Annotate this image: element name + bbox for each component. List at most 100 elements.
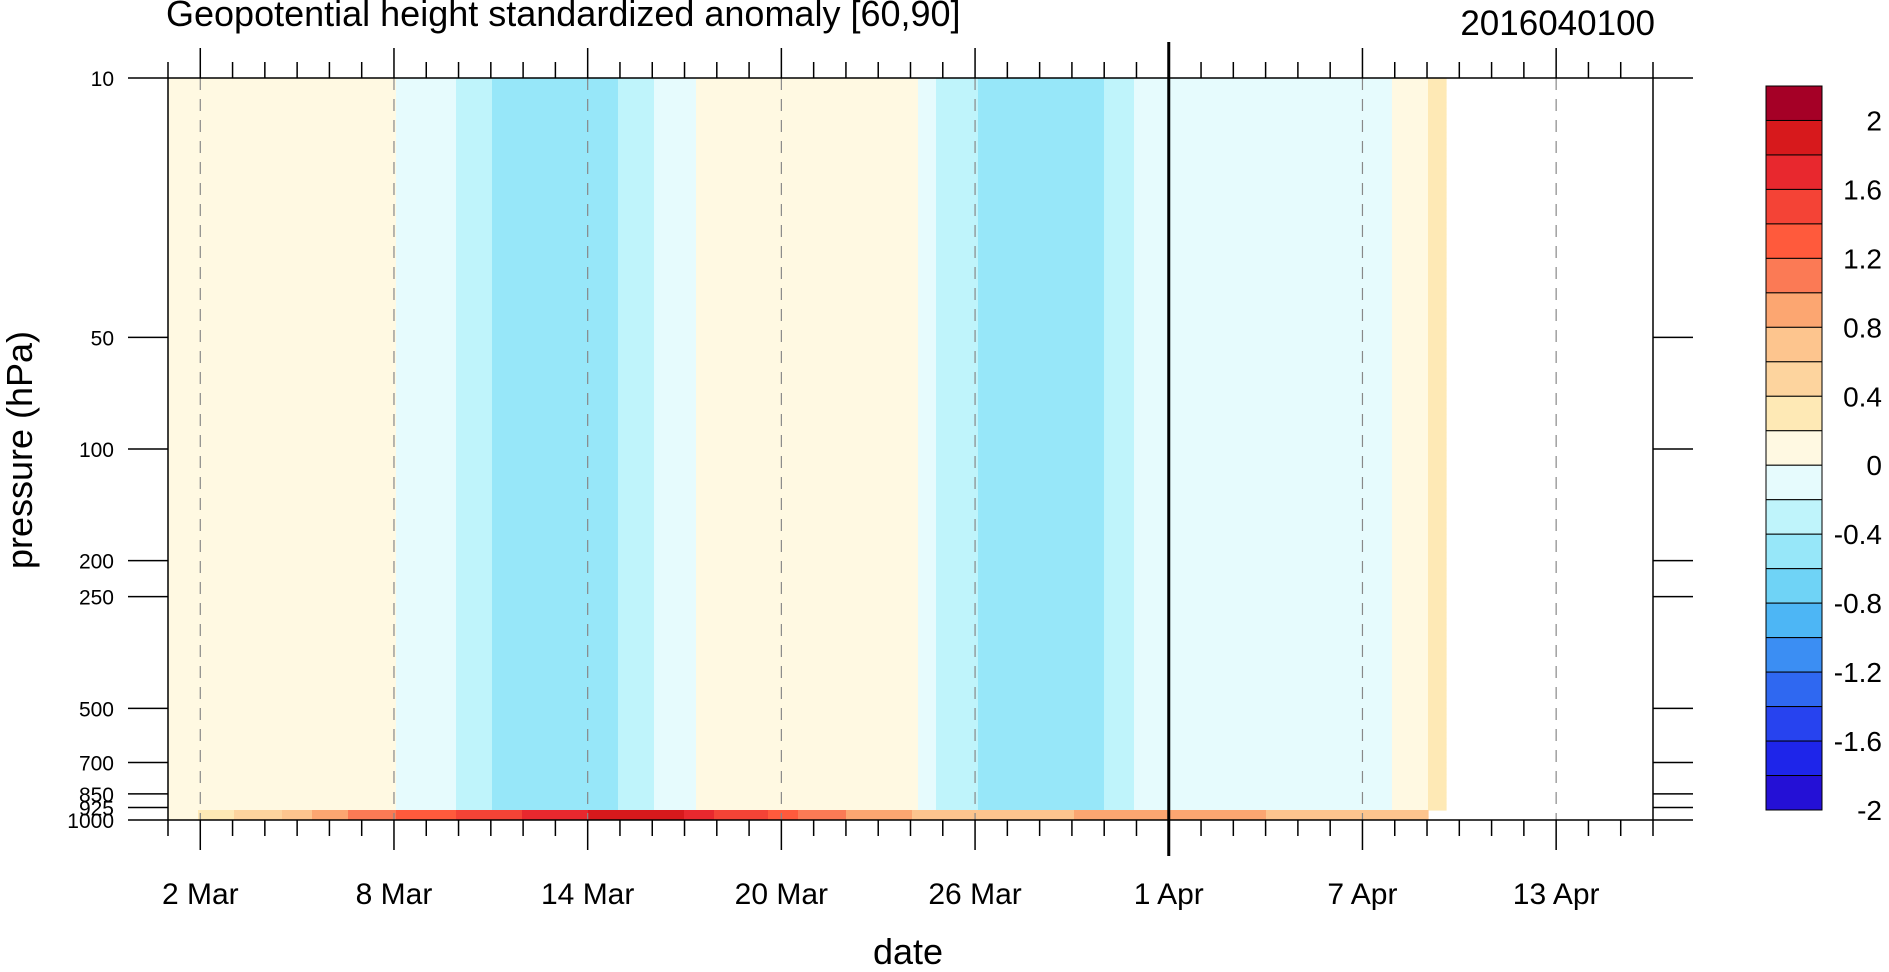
contour-cell <box>618 546 655 553</box>
contour-cell <box>1104 750 1135 757</box>
contour-cell <box>1428 402 1447 409</box>
contour-cell <box>978 510 1105 517</box>
contour-cell <box>1428 114 1447 121</box>
contour-cell <box>978 198 1105 205</box>
contour-cell <box>1104 408 1135 415</box>
contour-cell <box>936 678 979 685</box>
contour-cell <box>618 180 655 187</box>
contour-cell <box>168 324 397 331</box>
contour-cell <box>1392 624 1429 631</box>
contour-cell <box>978 618 1105 625</box>
contour-cell <box>918 534 937 541</box>
contour-cell <box>618 702 655 709</box>
contour-cell <box>696 558 919 565</box>
colorbar-label: 1.6 <box>1843 174 1882 205</box>
contour-cell <box>1392 552 1429 559</box>
contour-cell <box>618 648 655 655</box>
contour-cell <box>978 576 1105 583</box>
contour-cell <box>936 654 979 661</box>
contour-cell <box>936 306 979 313</box>
contour-cell <box>396 300 457 307</box>
contour-cell <box>1428 582 1447 589</box>
contour-cell <box>936 198 979 205</box>
contour-cell <box>1134 468 1393 475</box>
contour-cell <box>936 354 979 361</box>
contour-cell <box>936 300 979 307</box>
contour-cell <box>396 672 457 679</box>
contour-cell <box>978 552 1105 559</box>
contour-cell <box>696 780 919 787</box>
contour-cell <box>654 438 697 445</box>
contour-cell <box>654 306 697 313</box>
contour-cell <box>312 810 349 817</box>
contour-cell <box>654 408 697 415</box>
contour-cell <box>654 702 697 709</box>
contour-cell <box>978 438 1105 445</box>
contour-cell <box>1104 552 1135 559</box>
contour-cell <box>768 816 799 820</box>
contour-cell <box>978 432 1105 439</box>
colorbar-swatch <box>1765 119 1823 156</box>
contour-cell <box>1428 678 1447 685</box>
contour-cell <box>936 690 979 697</box>
contour-cell <box>978 642 1105 649</box>
contour-cell <box>168 468 397 475</box>
contour-cell <box>396 780 457 787</box>
contour-cell <box>654 240 697 247</box>
contour-cell <box>456 660 493 667</box>
contour-cell <box>654 186 697 193</box>
contour-cell <box>918 414 937 421</box>
contour-cell <box>396 552 457 559</box>
contour-cell <box>696 102 919 109</box>
contour-cell <box>936 624 979 631</box>
contour-cell <box>618 162 655 169</box>
contour-cell <box>1392 756 1429 763</box>
contour-cell <box>936 150 979 157</box>
contour-cell <box>618 510 655 517</box>
contour-cell <box>1104 234 1135 241</box>
contour-cell <box>918 726 937 733</box>
contour-cell <box>1392 444 1429 451</box>
contour-cell <box>978 276 1105 283</box>
contour-cell <box>168 234 397 241</box>
contour-cell <box>978 174 1105 181</box>
contour-cell <box>654 540 697 547</box>
contour-cell <box>1104 144 1135 151</box>
contour-cell <box>1134 714 1393 721</box>
contour-cell <box>1104 444 1135 451</box>
contour-cell <box>456 378 493 385</box>
contour-cell <box>978 378 1105 385</box>
contour-cell <box>492 438 619 445</box>
contour-cell <box>1428 534 1447 541</box>
contour-cell <box>1134 180 1393 187</box>
contour-cell <box>1428 684 1447 691</box>
contour-cell <box>492 696 619 703</box>
contour-cell <box>1392 210 1429 217</box>
contour-cell <box>696 384 919 391</box>
contour-cell <box>654 738 697 745</box>
contour-cell <box>492 198 619 205</box>
contour-cell <box>618 396 655 403</box>
contour-cell <box>168 528 397 535</box>
contour-cell <box>168 630 397 637</box>
contour-cell <box>396 324 457 331</box>
contour-cell <box>456 732 493 739</box>
contour-cell <box>1134 672 1393 679</box>
contour-cell <box>618 132 655 139</box>
colorbar-swatch <box>1765 395 1823 432</box>
contour-cell <box>492 630 619 637</box>
contour-cell <box>1392 132 1429 139</box>
contour-cell <box>654 402 697 409</box>
contour-cell <box>492 234 619 241</box>
contour-cell <box>396 114 457 121</box>
contour-cell <box>168 534 397 541</box>
contour-cell <box>918 144 937 151</box>
contour-cell <box>396 702 457 709</box>
contour-cell <box>1392 768 1429 775</box>
contour-cell <box>1428 768 1447 775</box>
contour-cell <box>396 276 457 283</box>
contour-cell <box>522 816 589 820</box>
colorbar-label: 1.2 <box>1843 243 1882 274</box>
contour-cell <box>1392 378 1429 385</box>
contour-cell <box>696 144 919 151</box>
